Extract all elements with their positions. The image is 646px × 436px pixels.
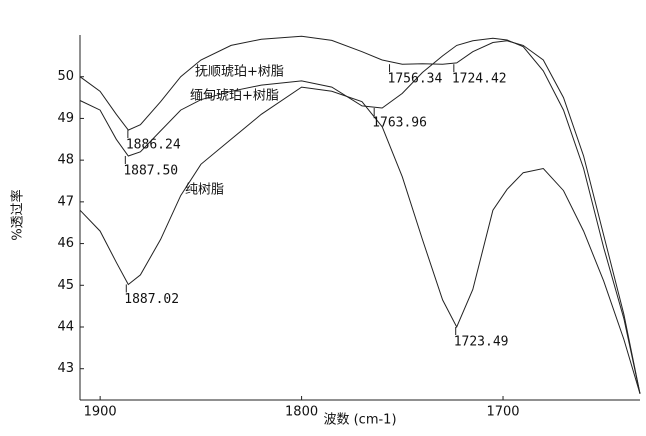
- peak-label: 1887.02: [124, 292, 179, 307]
- y-tick-label: 44: [57, 320, 74, 335]
- y-axis-label: %透过率: [10, 189, 26, 240]
- x-tick-label: 1700: [486, 405, 519, 420]
- spectrum-line: [79, 37, 641, 394]
- y-tick-label: 47: [57, 194, 74, 209]
- y-tick-label: 43: [57, 361, 74, 376]
- y-tick-label: 50: [57, 69, 74, 84]
- peak-label: 1886.24: [126, 138, 181, 153]
- peak-label: 1763.96: [372, 116, 427, 131]
- y-tick-label: 49: [57, 111, 74, 126]
- y-tick-label: 45: [57, 278, 74, 293]
- x-axis-label: 波数 (cm-1): [323, 413, 396, 428]
- x-tick-label: 1800: [285, 405, 318, 420]
- peak-label: 1887.50: [123, 163, 178, 178]
- peak-label: 1723.49: [454, 335, 509, 350]
- series-label: 抚顺琥珀+树脂: [195, 65, 284, 80]
- y-tick-label: 48: [57, 153, 74, 168]
- series-label: 纯树脂: [185, 183, 224, 198]
- peak-label: 1756.34: [388, 72, 443, 87]
- spectrum-line: [79, 86, 641, 394]
- peak-label: 1724.42: [452, 72, 507, 87]
- y-tick-label: 46: [57, 236, 74, 251]
- spectrum-line: [79, 35, 641, 394]
- series-label: 缅甸琥珀+树脂: [190, 89, 279, 104]
- x-tick-label: 1900: [84, 405, 117, 420]
